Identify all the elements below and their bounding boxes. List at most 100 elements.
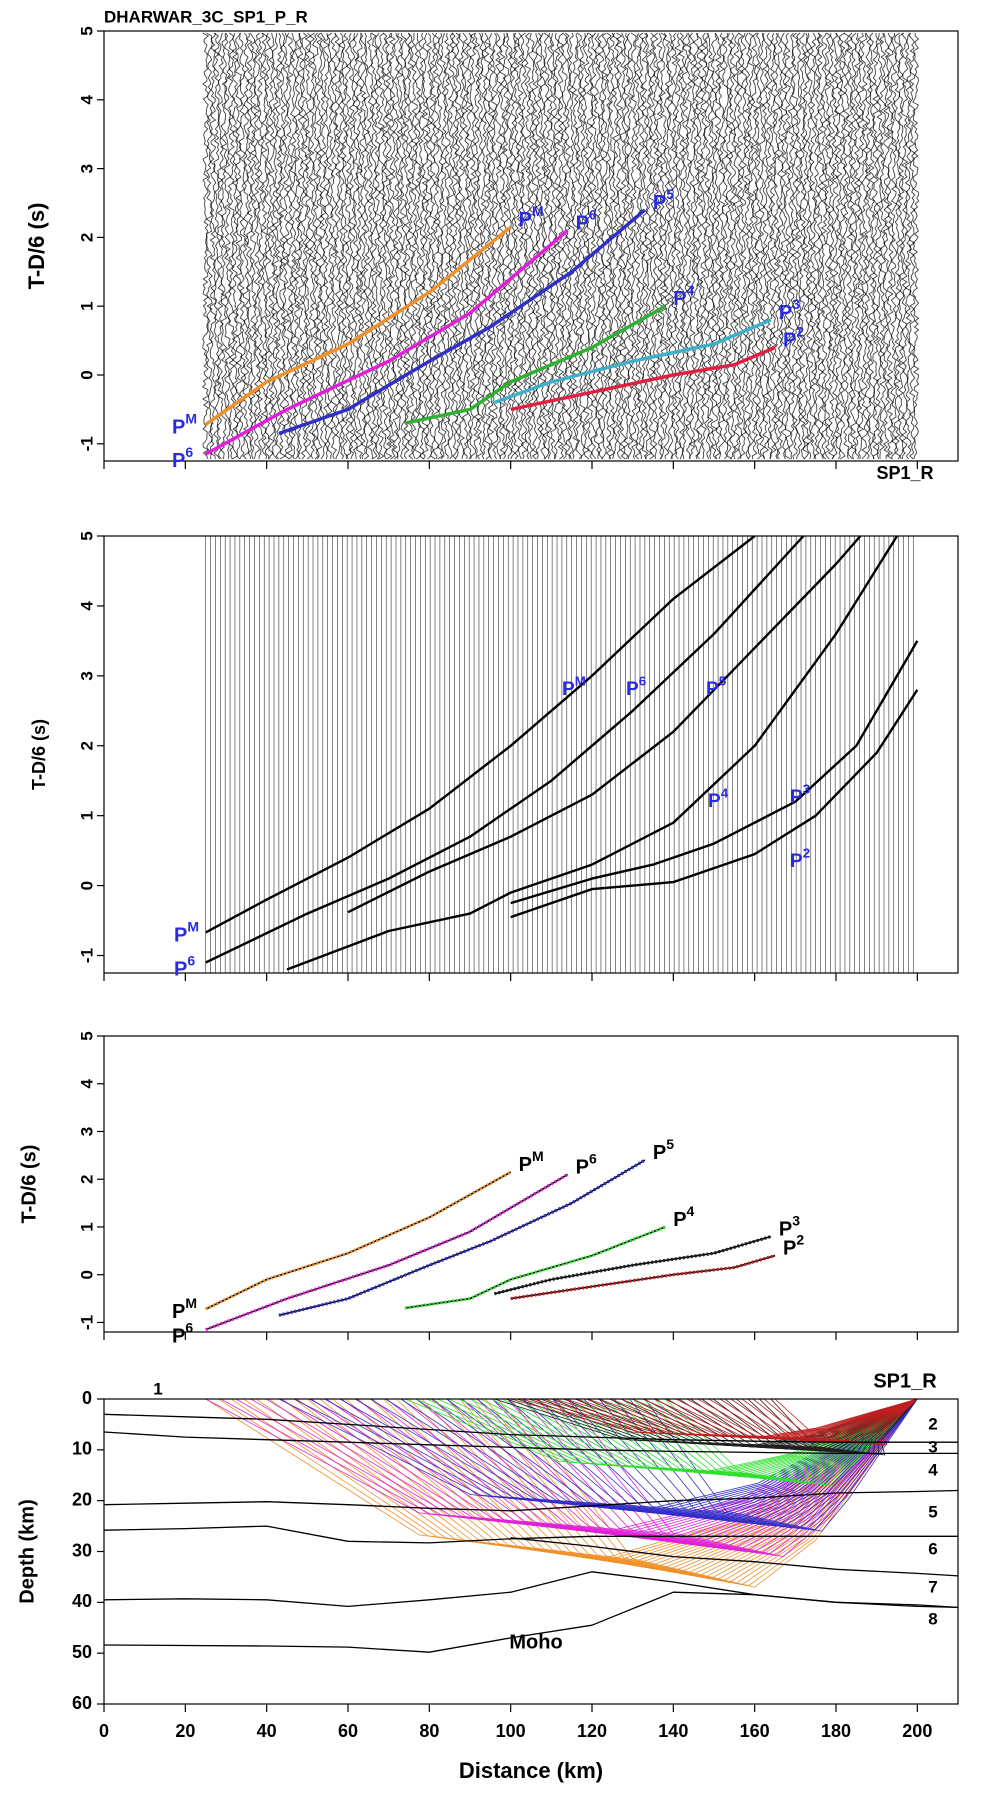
phase-label-base: P xyxy=(673,288,686,310)
x-axis-label: Distance (km) xyxy=(459,1758,603,1783)
phase-label-sup: 5 xyxy=(666,186,674,202)
seismic-trace xyxy=(666,32,675,460)
phase-label-sup: 5 xyxy=(719,673,727,688)
phase-label-sup: 2 xyxy=(796,1231,804,1247)
seismic-trace xyxy=(678,32,685,460)
phase-label-sup: 6 xyxy=(589,206,597,222)
seismic-trace xyxy=(721,32,730,460)
boundary xyxy=(104,1431,958,1455)
seismic-trace xyxy=(699,32,708,460)
y-tick-label: 1 xyxy=(77,1222,96,1231)
seismic-trace xyxy=(783,32,792,460)
ray xyxy=(537,1399,918,1526)
seismic-trace xyxy=(502,32,510,460)
phase-label: PM xyxy=(172,410,197,439)
annotation: 7 xyxy=(928,1577,937,1596)
seismic-trace xyxy=(831,32,839,460)
y-tick-label: 1 xyxy=(77,301,96,310)
phase-label-base: P xyxy=(576,213,589,235)
phase-label-sup: 2 xyxy=(796,323,804,339)
plot-frame xyxy=(103,30,959,462)
boundary xyxy=(104,1489,958,1512)
phase-label-base: P xyxy=(790,851,803,872)
phase-curve xyxy=(510,640,919,905)
ray xyxy=(567,1399,918,1558)
seismic-trace xyxy=(505,32,514,460)
seismic-trace xyxy=(458,32,466,460)
seismic-trace xyxy=(260,32,268,460)
seismic-trace xyxy=(772,32,781,460)
seismic-trace xyxy=(223,32,232,460)
annotation: 4 xyxy=(928,1460,938,1479)
seismic-trace xyxy=(344,32,353,460)
seismic-trace xyxy=(264,32,272,460)
seismic-trace xyxy=(879,32,887,460)
annotation: 2 xyxy=(928,1414,937,1433)
y-tick-label: 5 xyxy=(77,1031,96,1040)
seismic-trace xyxy=(886,32,894,460)
seismic-trace xyxy=(816,32,825,460)
x-tick-label: 20 xyxy=(175,1721,195,1741)
seismic-trace xyxy=(289,32,298,460)
phase-label-sup: 4 xyxy=(687,282,695,298)
phase-label: P4 xyxy=(708,785,729,812)
seismic-trace xyxy=(893,32,902,460)
y-tick-label: 50 xyxy=(72,1642,92,1662)
seismic-trace xyxy=(754,32,763,460)
ray xyxy=(507,1399,918,1554)
phase-label: P3 xyxy=(779,1212,800,1241)
phase-label-sup: 6 xyxy=(639,673,646,688)
seismic-trace xyxy=(524,32,532,460)
phase-label-base: P xyxy=(779,1219,792,1241)
seismic-trace xyxy=(370,32,378,460)
y-tick-label: 1 xyxy=(77,811,96,820)
annotation: 6 xyxy=(928,1539,937,1558)
ray xyxy=(644,1399,918,1532)
y-tick-label: -1 xyxy=(77,1315,96,1330)
phase-label: P2 xyxy=(790,845,810,872)
seismic-trace xyxy=(454,32,462,460)
phase-label-sup: 6 xyxy=(185,1319,193,1335)
seismic-trace xyxy=(663,32,671,460)
phase-label: P4 xyxy=(673,282,694,311)
x-tick-label: 80 xyxy=(419,1721,439,1741)
annotation: SP1_R xyxy=(876,463,933,483)
seismic-trace xyxy=(673,32,682,460)
phase-label: P5 xyxy=(706,673,727,700)
y-axis-label: T-D/6 (s) xyxy=(18,1145,40,1224)
seismic-trace xyxy=(633,32,642,460)
seismic-trace xyxy=(707,32,715,460)
phase-curve xyxy=(493,318,772,405)
y-axis-label: Depth (km) xyxy=(16,1499,38,1603)
ray xyxy=(491,1399,918,1553)
phase-label-sup: 4 xyxy=(687,1203,695,1219)
phase-label: P5 xyxy=(653,1136,674,1165)
seismic-trace xyxy=(714,32,722,460)
seismic-trace xyxy=(366,32,374,460)
phase-label-base: P xyxy=(172,450,185,472)
y-axis-label: T-D/6 (s) xyxy=(24,203,49,290)
seismic-trace xyxy=(461,32,470,460)
y-axis-label: T-D/6 (s) xyxy=(29,719,49,790)
y-tick-label: 4 xyxy=(77,1078,96,1088)
seismic-trace xyxy=(557,32,565,460)
phase-curve xyxy=(205,536,805,964)
seismic-trace xyxy=(322,32,331,460)
seismic-trace xyxy=(271,32,280,460)
y-tick-label: 30 xyxy=(72,1540,92,1560)
phase-label: P2 xyxy=(783,323,804,352)
seismic-trace xyxy=(593,32,601,460)
y-tick-label: 0 xyxy=(77,881,96,890)
seismic-trace xyxy=(703,32,711,460)
phase-label-base: P xyxy=(172,1301,185,1323)
seismic-trace xyxy=(857,32,865,460)
seismic-trace xyxy=(341,32,349,460)
seismic-trace xyxy=(465,32,473,460)
y-tick-label: 4 xyxy=(77,601,96,611)
seismic-trace xyxy=(212,32,221,460)
phase-label-sup: 6 xyxy=(187,952,195,968)
y-tick-label: -1 xyxy=(77,948,96,963)
seismic-trace xyxy=(293,33,301,460)
observed-pick xyxy=(205,1171,512,1310)
